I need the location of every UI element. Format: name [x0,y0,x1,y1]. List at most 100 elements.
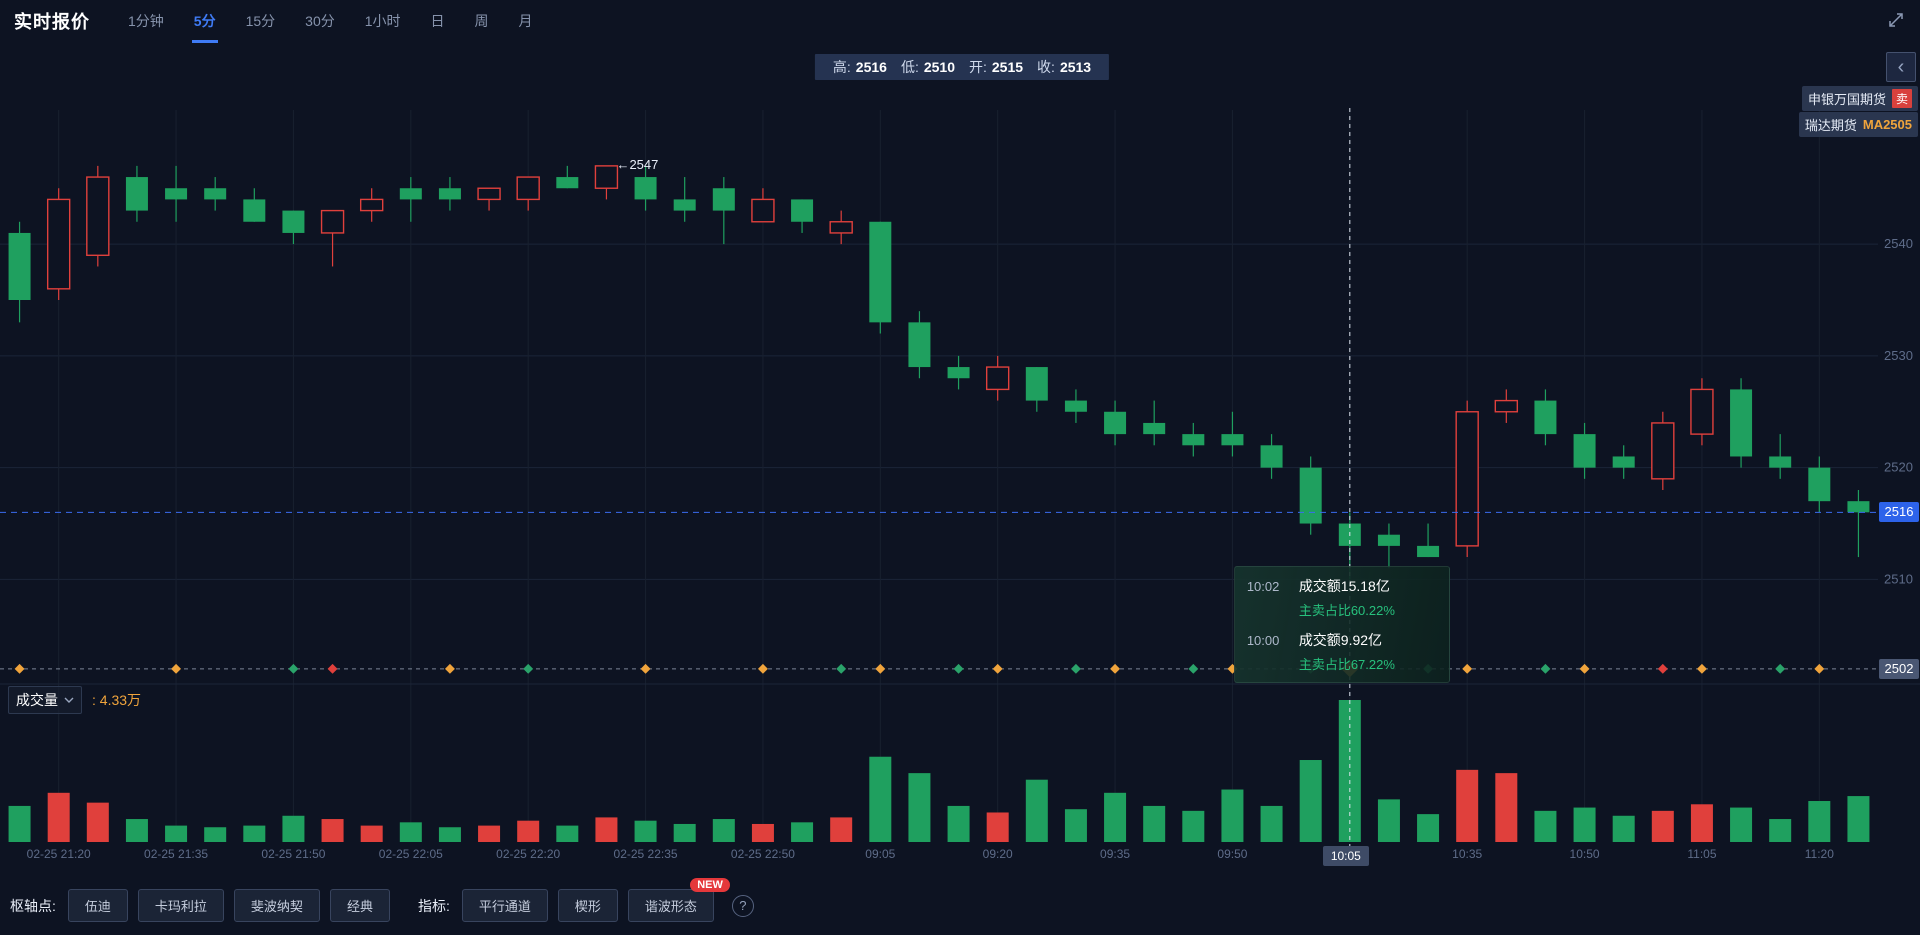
candle-body[interactable] [1143,422,1166,435]
candle-body[interactable] [204,188,227,200]
volume-bar[interactable] [1221,789,1244,842]
volume-bar[interactable] [1534,810,1557,842]
volume-bar[interactable] [478,825,501,842]
volume-bar[interactable] [1260,805,1283,842]
volume-bar[interactable] [1377,799,1400,842]
indicator-button-parallel-channel[interactable]: 平行通道 [461,889,548,922]
candle-body[interactable] [1417,545,1440,558]
indicator-button-harmonic[interactable]: 谐波形态 [627,889,714,922]
candle-body[interactable] [751,198,775,223]
volume-bar[interactable] [125,819,148,842]
volume-bar[interactable] [1573,807,1596,842]
candle-body[interactable] [634,177,657,200]
candle-body[interactable] [125,177,148,211]
candle-body[interactable] [1064,400,1087,412]
volume-bar[interactable] [204,827,227,842]
candle-body[interactable] [1455,411,1479,547]
candle-body[interactable] [1573,434,1596,468]
volume-bar[interactable] [1417,814,1440,842]
tab-15min[interactable]: 15分 [245,12,276,29]
volume-bar[interactable] [712,819,735,842]
volume-bar[interactable] [438,827,461,842]
volume-bar[interactable] [1143,805,1166,842]
candle-body[interactable] [1104,411,1127,435]
volume-bar[interactable] [1182,810,1205,842]
candle-body[interactable] [1494,399,1519,413]
candle-body[interactable] [594,165,619,189]
candle-body[interactable] [438,188,461,200]
candle-body[interactable] [1808,467,1831,502]
collapse-panel-button[interactable]: ‹ [1886,52,1916,82]
candle-body[interactable] [1690,388,1714,435]
candle-body[interactable] [1182,434,1205,446]
tab-1min[interactable]: 1分钟 [128,12,164,29]
volume-bar[interactable] [517,820,540,842]
candle-body[interactable] [712,188,735,211]
candle-body[interactable] [8,232,31,300]
help-icon[interactable]: ? [731,894,754,917]
candle-body[interactable] [1651,422,1675,480]
volume-bar[interactable] [634,820,657,842]
candle-body[interactable] [908,322,931,368]
tab-week[interactable]: 周 [474,12,489,29]
candle-body[interactable] [1260,445,1283,468]
candle-body[interactable] [320,209,345,234]
candle-body[interactable] [985,366,1010,391]
expand-icon[interactable] [1886,10,1906,30]
volume-bar[interactable] [1730,807,1753,842]
tab-5min[interactable]: 5分 [191,0,218,43]
candle-body[interactable] [1221,434,1244,446]
candle-body[interactable] [947,367,970,379]
pivot-button-camarilla[interactable]: 卡玛利拉 [137,889,224,922]
volume-bar[interactable] [1808,801,1831,842]
tab-30min[interactable]: 30分 [305,12,335,29]
candle-body[interactable] [1612,456,1635,468]
volume-bar[interactable] [1338,700,1361,842]
candle-body[interactable] [869,221,892,323]
candle-body[interactable] [243,199,266,222]
tab-1hour[interactable]: 1小时 [364,12,401,29]
volume-bar[interactable] [1025,779,1048,842]
volume-bar[interactable] [1612,815,1635,842]
volume-bar[interactable] [751,823,774,842]
candle-body[interactable] [1534,400,1557,435]
volume-bar[interactable] [86,802,109,842]
volume-bar[interactable] [321,819,344,842]
candle-body[interactable] [556,177,579,189]
candle-body[interactable] [165,188,188,200]
candle-body[interactable] [399,188,422,200]
candle-body[interactable] [1730,389,1753,457]
volume-bar[interactable] [556,825,579,842]
pivot-button-fibonacci[interactable]: 斐波纳契 [233,889,320,922]
candle-body[interactable] [359,198,384,212]
volume-bar[interactable] [360,825,383,842]
candle-body[interactable] [516,176,540,201]
pivot-button-classic[interactable]: 经典 [329,889,390,922]
volume-bar[interactable] [47,792,70,842]
volume-bar[interactable] [1299,760,1322,842]
candle-body[interactable] [477,187,501,201]
volume-bar[interactable] [243,825,266,842]
volume-bar[interactable] [908,773,931,842]
candle-body[interactable] [1377,534,1400,546]
volume-bar[interactable] [595,817,618,842]
volume-bar[interactable] [673,823,696,842]
volume-bar[interactable] [1847,796,1870,842]
candle-body[interactable] [791,199,814,222]
tab-day[interactable]: 日 [430,12,445,29]
volume-bar[interactable] [791,822,814,842]
candle-body[interactable] [1025,367,1048,401]
volume-bar[interactable] [986,812,1009,842]
candle-body[interactable] [282,210,305,233]
candle-body[interactable] [673,199,696,211]
candle-body[interactable] [829,221,853,234]
candle-body[interactable] [46,198,71,290]
volume-bar[interactable] [165,825,188,842]
volume-bar[interactable] [8,805,31,842]
volume-bar[interactable] [399,822,422,842]
candle-body[interactable] [1299,467,1322,524]
volume-bar[interactable] [1690,804,1713,842]
volume-bar[interactable] [1064,809,1087,842]
volume-bar[interactable] [869,756,892,842]
